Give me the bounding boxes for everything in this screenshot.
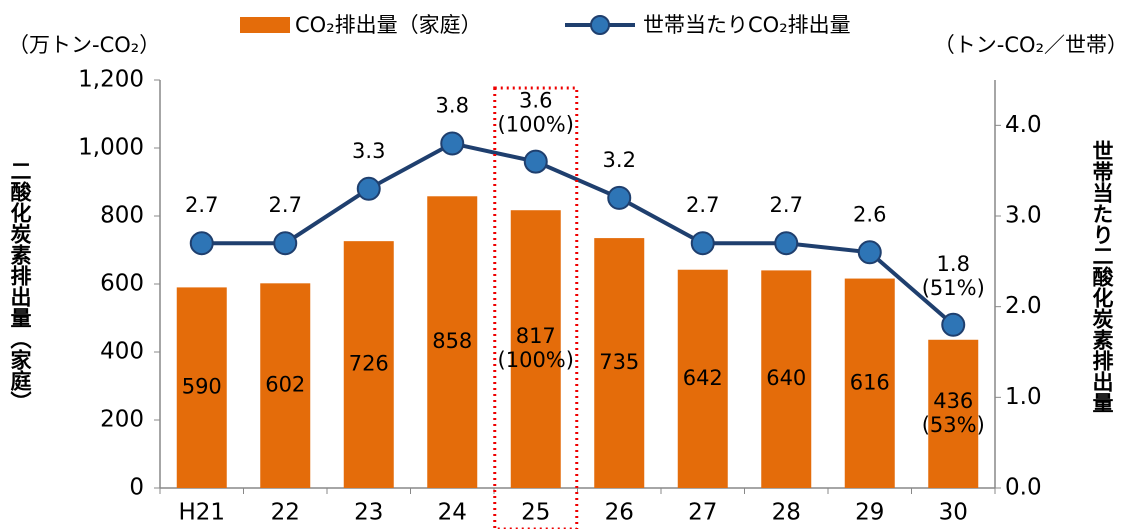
legend-swatch: [240, 17, 290, 33]
y2-tick-label: 4.0: [1005, 112, 1042, 138]
line-value-label: 1.8: [937, 252, 970, 276]
x-tick-label: 24: [438, 500, 467, 526]
bar-value-label: 602: [265, 373, 305, 397]
bar: [594, 238, 645, 488]
legend-label: 世帯当たりCO₂排出量: [643, 13, 851, 37]
bar: [176, 287, 227, 488]
legend-label: CO₂排出量（家庭）: [295, 13, 482, 37]
bar-value-label: 642: [683, 366, 723, 390]
bar-value-label: 436: [933, 389, 973, 413]
line-marker: [857, 240, 882, 265]
line-value-label: 2.6: [853, 202, 886, 226]
y-tick-label: 0: [129, 475, 144, 501]
line-value-label: 3.2: [603, 148, 636, 172]
bar-value-label: 817: [516, 324, 556, 348]
x-tick-label: 23: [354, 500, 383, 526]
bar-value-label: 735: [599, 350, 639, 374]
line-value-label: 2.7: [770, 193, 803, 217]
line: [201, 141, 955, 327]
line-value-label: 3.3: [352, 139, 385, 163]
x-tick-label: 22: [271, 500, 300, 526]
line-value-label: (51%): [922, 276, 985, 300]
bar: [844, 278, 895, 488]
bar: [343, 241, 394, 488]
bar: [427, 196, 478, 488]
x-tick-label: 27: [688, 500, 717, 526]
bar-value-label: (100%): [498, 348, 574, 372]
line-marker: [523, 149, 548, 174]
bar-value-label: 726: [349, 352, 389, 376]
x-tick-label: 26: [605, 500, 634, 526]
bar: [761, 270, 812, 488]
x-tick-label: 25: [521, 500, 550, 526]
line-marker: [607, 185, 632, 210]
line-value-label: (100%): [498, 113, 574, 137]
line-marker: [189, 231, 214, 256]
y-tick-label: 1,000: [78, 135, 144, 161]
y2-tick-label: 0.0: [1005, 475, 1042, 501]
line-marker: [273, 231, 298, 256]
bar: [928, 339, 979, 488]
y2-unit: （トン-CO₂／世帯）: [934, 33, 1128, 57]
y-axis-title: 二酸化炭素排出量（家庭）: [8, 160, 32, 412]
x-tick-label: 29: [855, 500, 884, 526]
line-value-label: 3.6: [519, 89, 552, 113]
line-value-label: 2.7: [686, 193, 719, 217]
x-tick-label: H21: [178, 500, 225, 526]
bar: [510, 210, 561, 488]
y-tick-label: 600: [100, 271, 144, 297]
bar: [260, 283, 311, 488]
y-tick-label: 1,200: [78, 67, 144, 93]
legend-marker: [590, 15, 610, 35]
bar-value-label: 590: [182, 375, 222, 399]
line-marker: [356, 176, 381, 201]
bar-value-label: 858: [432, 329, 472, 353]
y-tick-label: 200: [100, 407, 144, 433]
line-marker: [774, 231, 799, 256]
y2-tick-label: 3.0: [1005, 203, 1042, 229]
bar-value-label: (53%): [922, 413, 985, 437]
line-marker: [690, 231, 715, 256]
line-marker: [941, 312, 966, 337]
bar: [677, 269, 728, 488]
line-marker: [440, 131, 465, 156]
y2-tick-label: 1.0: [1005, 384, 1042, 410]
line-value-label: 3.8: [436, 93, 469, 117]
x-tick-label: 28: [772, 500, 801, 526]
y2-tick-label: 2.0: [1005, 293, 1042, 319]
y-unit: （万トン-CO₂）: [8, 33, 160, 57]
y-tick-label: 800: [100, 203, 144, 229]
bar-value-label: 616: [850, 370, 890, 394]
line-value-label: 2.7: [185, 193, 218, 217]
bar-value-label: 640: [766, 366, 806, 390]
y-tick-label: 400: [100, 339, 144, 365]
x-tick-label: 30: [939, 500, 968, 526]
y2-axis-title: 世帯当たり二酸化炭素排出量: [1090, 140, 1114, 413]
line-value-label: 2.7: [269, 193, 302, 217]
